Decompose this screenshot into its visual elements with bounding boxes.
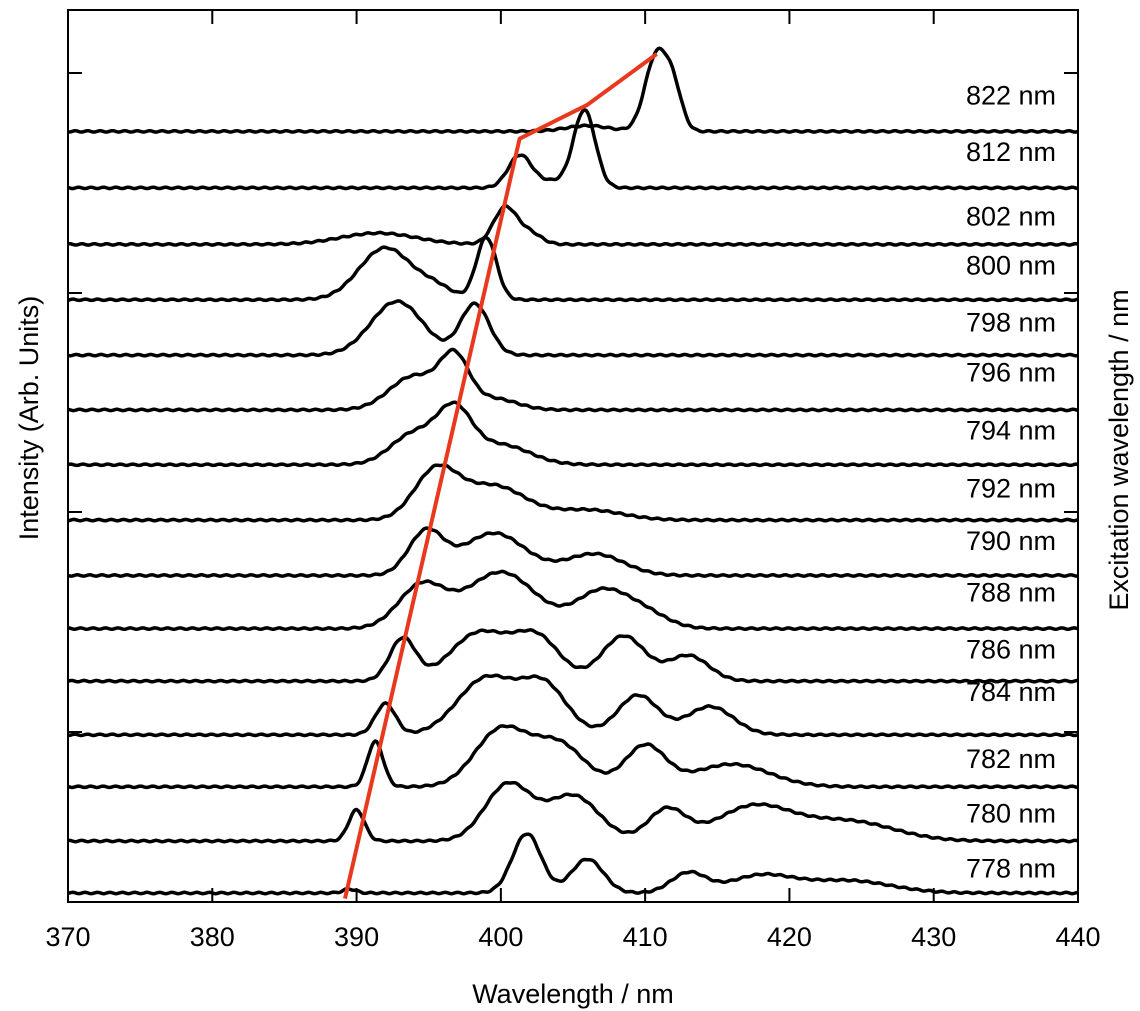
x-tick-label: 440: [1055, 922, 1100, 952]
series-label: 788 nm: [966, 577, 1056, 607]
y-axis-title: Intensity (Arb. Units): [14, 296, 44, 541]
annotation-group: [343, 52, 658, 900]
axes: [67, 9, 1079, 903]
spectrum-line: [67, 628, 1079, 684]
series-label: 786 nm: [966, 635, 1056, 665]
spectrum-line: [67, 46, 1079, 134]
series-label: 812 nm: [966, 137, 1056, 167]
series-label: 784 nm: [966, 677, 1056, 707]
x-tick-label: 400: [478, 922, 523, 952]
series-label: 778 nm: [966, 854, 1056, 884]
x-tick-label: 380: [190, 922, 235, 952]
spectrum-line: [67, 832, 1079, 896]
spectrum-line: [67, 299, 1079, 358]
y-ticks: [68, 72, 1078, 733]
x-tick-label: 420: [767, 922, 812, 952]
series-label: 800 nm: [966, 250, 1056, 280]
series-label: 802 nm: [966, 202, 1056, 232]
series-label: 796 nm: [966, 358, 1056, 388]
spectrum-line: [67, 569, 1079, 632]
spectrum-line: [67, 724, 1079, 790]
spectra-series: [67, 46, 1079, 896]
x-axis-title: Wavelength / nm: [472, 979, 674, 1009]
peak-trend-line: [343, 52, 658, 900]
spectrum-line: [67, 673, 1079, 738]
series-label: 822 nm: [966, 80, 1056, 110]
spectrum-line: [67, 463, 1079, 523]
spectrum-line: [67, 526, 1079, 578]
y-axis-title-right: Excitation wavelength / nm: [1104, 289, 1134, 610]
x-tick-label: 430: [911, 922, 956, 952]
x-tick-label: 370: [45, 922, 90, 952]
series-label: 782 nm: [966, 744, 1056, 774]
spectrum-line: [67, 108, 1079, 191]
series-label: 792 nm: [966, 474, 1056, 504]
series-label: 780 nm: [966, 798, 1056, 828]
spectrum-line: [67, 235, 1079, 303]
series-label: 798 nm: [966, 307, 1056, 337]
series-label: 794 nm: [966, 415, 1056, 445]
spectrum-line: [67, 204, 1079, 247]
plot-frame: [67, 9, 1079, 903]
spectrum-line: [67, 347, 1079, 413]
spectrum-line: [67, 400, 1079, 468]
spectra-labels: 778 nm 780 nm 782 nm 784 nm 786 nm 788 nm 790 …: [966, 80, 1056, 883]
x-tick-label: 410: [623, 922, 668, 952]
series-label: 790 nm: [966, 526, 1056, 556]
x-ticks: 370 380 390 400 410 420 430 440: [45, 10, 1101, 952]
x-tick-label: 390: [334, 922, 379, 952]
spectrum-line: [67, 780, 1079, 844]
